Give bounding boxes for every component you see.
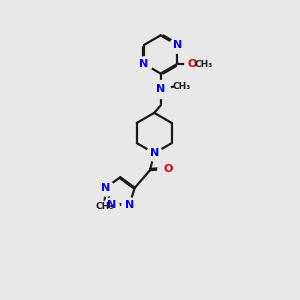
- Text: N: N: [156, 84, 165, 94]
- Text: N: N: [107, 200, 116, 210]
- Text: N: N: [172, 40, 182, 50]
- Text: N: N: [150, 148, 159, 158]
- Text: CH₃: CH₃: [172, 82, 190, 91]
- Text: O: O: [163, 164, 172, 174]
- Text: CH₃: CH₃: [96, 202, 114, 211]
- Text: N: N: [140, 59, 149, 69]
- Text: N: N: [124, 200, 134, 210]
- Text: CH₃: CH₃: [194, 59, 213, 68]
- Text: O: O: [188, 59, 197, 69]
- Text: N: N: [101, 183, 110, 193]
